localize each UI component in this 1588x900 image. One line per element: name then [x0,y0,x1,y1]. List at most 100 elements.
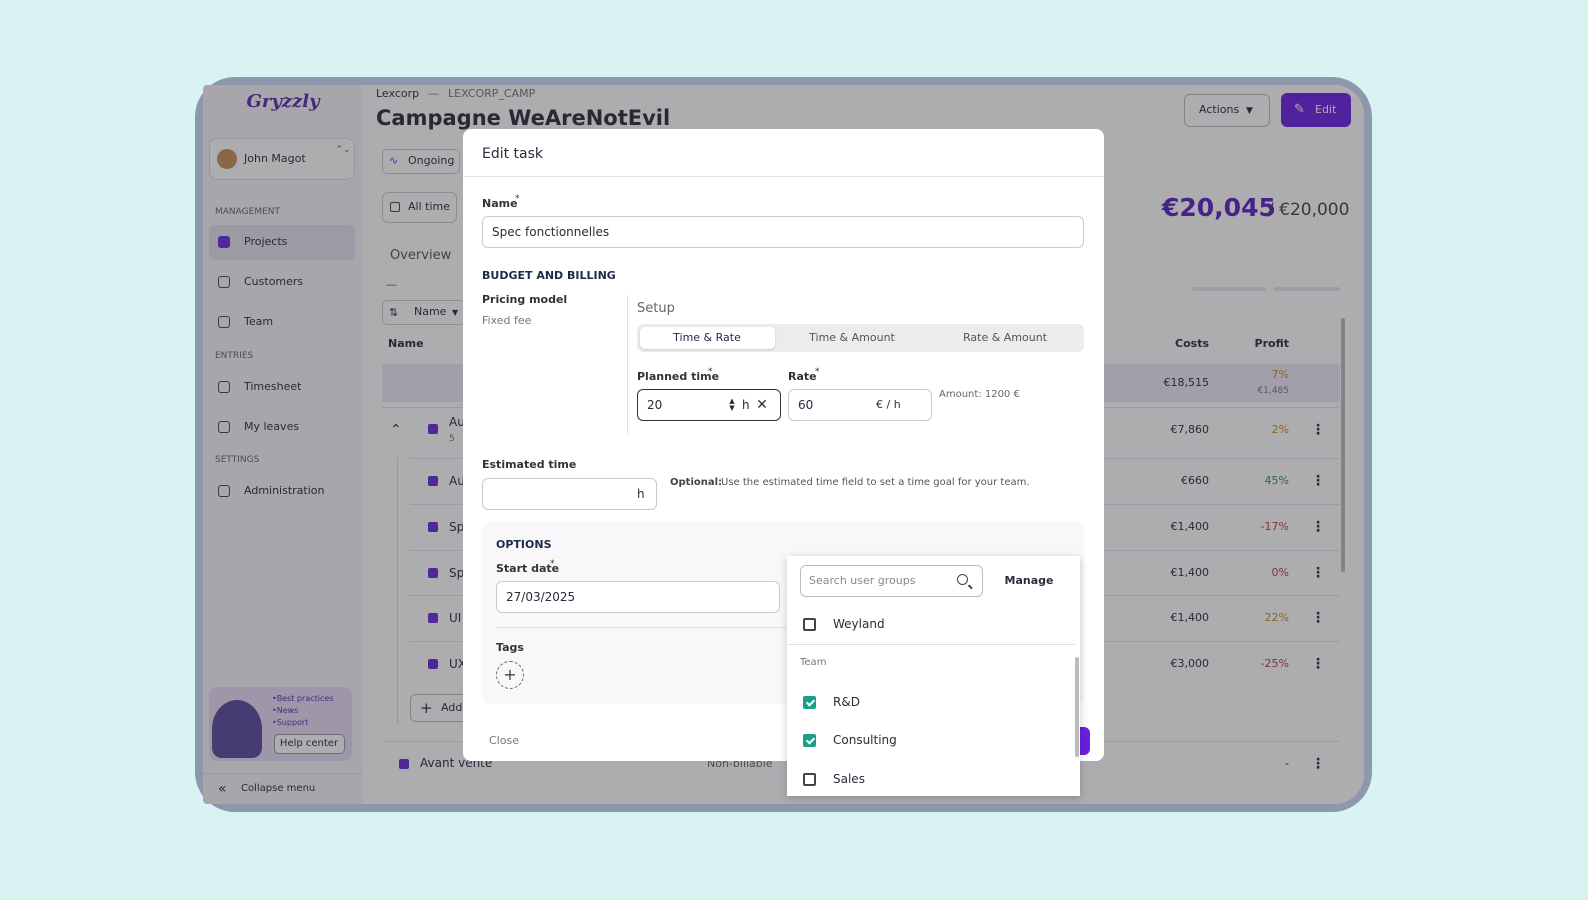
nav-section: ENTRIES [215,351,254,361]
help-link[interactable]: •Support [272,718,309,727]
optional-bold: Optional: [670,477,723,488]
bear-icon [212,700,262,758]
kebab[interactable]: ⋮ [1311,656,1325,672]
manage-button[interactable]: Manage [1004,574,1054,587]
spinner[interactable]: ▲ ▼ [729,397,735,412]
required: * [708,367,713,377]
help-link[interactable]: •News [272,706,299,715]
sidebar [203,85,362,804]
avatar [217,149,237,169]
period: All time [408,200,450,213]
row-costs: €3,000 [1170,657,1210,670]
nav-item[interactable]: My leaves [244,420,300,433]
help-button[interactable] [274,734,345,754]
row-profit: 0% [1271,566,1289,579]
name-input[interactable] [482,216,1084,248]
page-title: Campagne WeAreNotEvil [376,106,671,130]
nav-icon [218,316,230,328]
search-input[interactable] [800,565,983,597]
row-costs: €1,400 [1170,566,1210,579]
kebab[interactable]: ⋮ [1311,756,1325,772]
checkbox[interactable] [803,618,816,631]
actions-button[interactable] [1184,94,1270,127]
required: * [515,194,520,204]
nav-item[interactable]: Administration [244,484,325,497]
column-header: Profit [1254,337,1289,350]
nav-icon [218,485,230,497]
kebab[interactable]: ⋮ [1311,422,1325,438]
clear-icon[interactable]: ✕ [756,397,768,413]
checkbox[interactable] [803,696,816,709]
help-link[interactable]: •Best practices [272,694,334,703]
nav-item[interactable]: Timesheet [244,380,302,393]
breadcrumb[interactable]: Lexcorp [376,87,420,100]
option-label: Sales [833,772,865,786]
period-button[interactable] [382,192,457,223]
nav-icon [218,421,230,433]
breadcrumb-sep: — [428,87,439,100]
sort-button[interactable] [382,300,465,325]
segment[interactable]: Time & Amount [809,331,895,344]
summary-profit: 7% [1271,368,1289,381]
kebab[interactable]: ⋮ [1311,565,1325,581]
rate-unit: € / h [876,398,901,411]
sort-icon: ⇅ [389,306,399,319]
help-button-label: Help center [279,738,339,749]
modal-title: Edit task [482,146,544,162]
add-label: Add [441,701,463,714]
field-label: Rate [788,370,817,383]
segment-active [640,327,775,349]
nav-item[interactable]: Projects [244,235,288,248]
segment[interactable]: Time & Rate [673,331,741,344]
expand-chevron[interactable]: ⌃ [390,422,402,438]
pricing-value: Fixed fee [482,314,532,327]
row-name: Au [449,415,465,429]
nav-item[interactable]: Team [244,315,274,328]
edit-button[interactable] [1281,93,1351,127]
plus-icon: + [503,665,517,684]
row-name: UI [449,611,462,625]
section-heading: BUDGET AND BILLING [482,269,616,282]
breadcrumb[interactable]: LEXCORP_CAMP [448,87,536,100]
row-sub: 5 [449,434,455,444]
row-color [399,759,409,769]
nav-icon [218,381,230,393]
checkbox[interactable] [803,734,816,747]
estimated-input[interactable] [482,478,657,510]
nav-item[interactable]: Customers [244,275,304,288]
placeholder-bar [1274,287,1340,291]
close-button[interactable]: Close [489,734,519,747]
kebab[interactable]: ⋮ [1311,610,1325,626]
add-tag[interactable] [496,661,524,689]
checkbox[interactable] [803,773,816,786]
optional-text: Use the estimated time field to set a ti… [721,477,1030,488]
summary-profit-amount: €1,485 [1257,386,1290,396]
row-profit: 45% [1264,474,1289,487]
kebab[interactable]: ⋮ [1311,473,1325,489]
tab[interactable]: Overview [390,248,452,263]
summary-costs: €18,515 [1163,376,1210,389]
field-label: Start date [496,562,560,575]
row-color [428,568,438,578]
option-label: R&D [833,695,860,709]
row-color [428,522,438,532]
status: Ongoing [408,154,455,167]
status-chip[interactable] [382,149,460,174]
collapse-menu[interactable]: Collapse menu [241,783,316,794]
placeholder-bar [1192,287,1266,291]
plus-icon: + [420,699,433,717]
kebab[interactable]: ⋮ [1311,519,1325,535]
planned-input[interactable] [637,389,781,421]
divider [203,773,362,774]
caret: ▼ [452,308,459,317]
divider [787,644,1075,645]
planned-value: 20 [647,398,663,412]
segment[interactable]: Rate & Amount [962,331,1048,344]
rate-input[interactable] [788,389,932,421]
add-button[interactable] [410,694,470,722]
row-name: Au [449,474,465,488]
row-profit: 22% [1264,611,1289,624]
search-icon [957,574,968,585]
start-input[interactable] [496,581,780,613]
